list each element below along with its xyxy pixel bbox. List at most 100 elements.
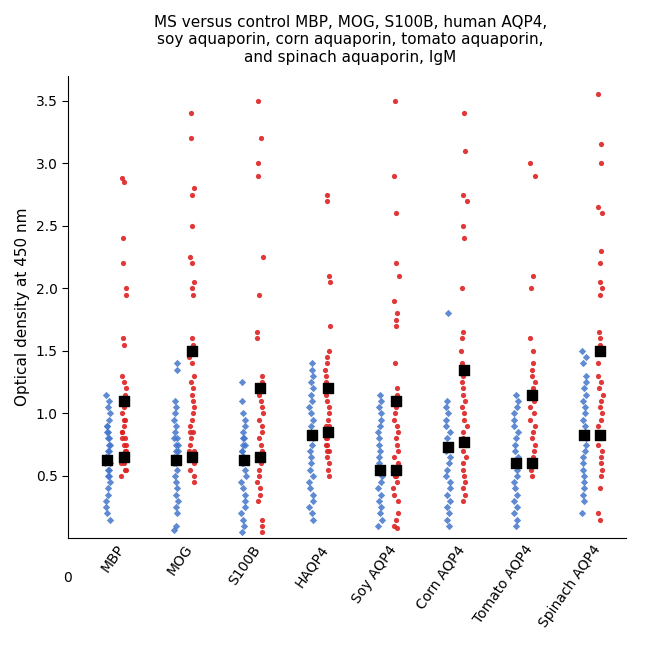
Point	[239, 502, 249, 512]
Point	[304, 502, 314, 512]
Point	[577, 415, 588, 425]
Point	[509, 421, 520, 431]
Point	[186, 133, 196, 143]
Point	[594, 383, 605, 393]
Point	[306, 427, 316, 437]
Point	[375, 508, 386, 519]
Point	[119, 452, 129, 462]
Point	[393, 464, 404, 475]
Point	[116, 458, 126, 468]
Point	[304, 477, 314, 488]
Point	[441, 471, 452, 481]
Point	[121, 464, 131, 475]
Point	[390, 95, 400, 106]
Point	[594, 327, 605, 337]
Point	[103, 433, 113, 444]
Point	[579, 430, 589, 440]
Point	[527, 390, 538, 400]
Point	[119, 396, 129, 406]
Point	[238, 458, 248, 468]
Point	[253, 170, 263, 181]
Point	[185, 421, 195, 431]
Point	[254, 433, 264, 444]
Point	[459, 408, 469, 419]
Point	[529, 408, 539, 419]
Point	[254, 390, 264, 400]
Point	[579, 446, 590, 456]
Point	[577, 464, 588, 475]
Point	[391, 433, 402, 444]
Point	[580, 402, 590, 412]
Point	[528, 358, 538, 368]
Point	[253, 415, 264, 425]
Point	[593, 508, 603, 519]
Point	[257, 252, 268, 263]
Point	[118, 258, 128, 268]
Point	[459, 364, 469, 375]
Point	[391, 471, 401, 481]
Point	[240, 464, 250, 475]
Point	[171, 402, 181, 412]
Point	[308, 415, 318, 425]
Point	[391, 402, 401, 412]
Point	[252, 333, 262, 344]
Point	[188, 383, 198, 393]
Point	[322, 190, 332, 200]
Point	[321, 439, 332, 450]
Point	[103, 446, 113, 456]
Point	[170, 502, 181, 512]
Point	[237, 396, 247, 406]
Point	[237, 446, 248, 456]
Point	[525, 333, 535, 344]
Point	[376, 502, 386, 512]
Point	[104, 446, 114, 456]
Point	[168, 524, 179, 535]
Point	[119, 452, 130, 462]
Point	[391, 390, 402, 400]
Point	[187, 358, 197, 368]
Point	[458, 390, 469, 400]
Point	[306, 421, 316, 431]
Point	[457, 496, 468, 506]
Point	[104, 477, 115, 488]
Point	[376, 396, 386, 406]
Point	[104, 439, 115, 450]
Point	[187, 283, 197, 293]
Point	[120, 390, 130, 400]
Point	[595, 339, 605, 350]
Point	[305, 464, 316, 475]
Point	[374, 496, 384, 506]
Point	[596, 139, 606, 150]
Point	[256, 133, 266, 143]
Point	[188, 408, 198, 419]
Point	[597, 346, 607, 356]
Point	[103, 464, 113, 475]
Point	[170, 455, 181, 465]
Point	[185, 439, 196, 450]
Point	[119, 458, 129, 468]
Point	[595, 483, 605, 493]
Point	[170, 446, 181, 456]
Point	[170, 421, 181, 431]
Point	[189, 477, 199, 488]
Point	[391, 308, 402, 319]
Point	[511, 458, 521, 468]
Point	[577, 346, 588, 356]
Point	[392, 383, 402, 393]
Point	[594, 402, 605, 412]
Point	[457, 458, 468, 468]
Point	[307, 439, 317, 450]
Point	[459, 437, 469, 447]
Point	[392, 439, 402, 450]
Point	[324, 471, 334, 481]
Point	[255, 458, 266, 468]
Point	[376, 471, 387, 481]
Point	[253, 158, 263, 168]
Point	[445, 427, 456, 437]
Point	[117, 371, 127, 381]
Point	[511, 433, 522, 444]
Point	[527, 458, 537, 468]
Point	[240, 421, 251, 431]
Point	[104, 415, 114, 425]
Point	[121, 283, 131, 293]
